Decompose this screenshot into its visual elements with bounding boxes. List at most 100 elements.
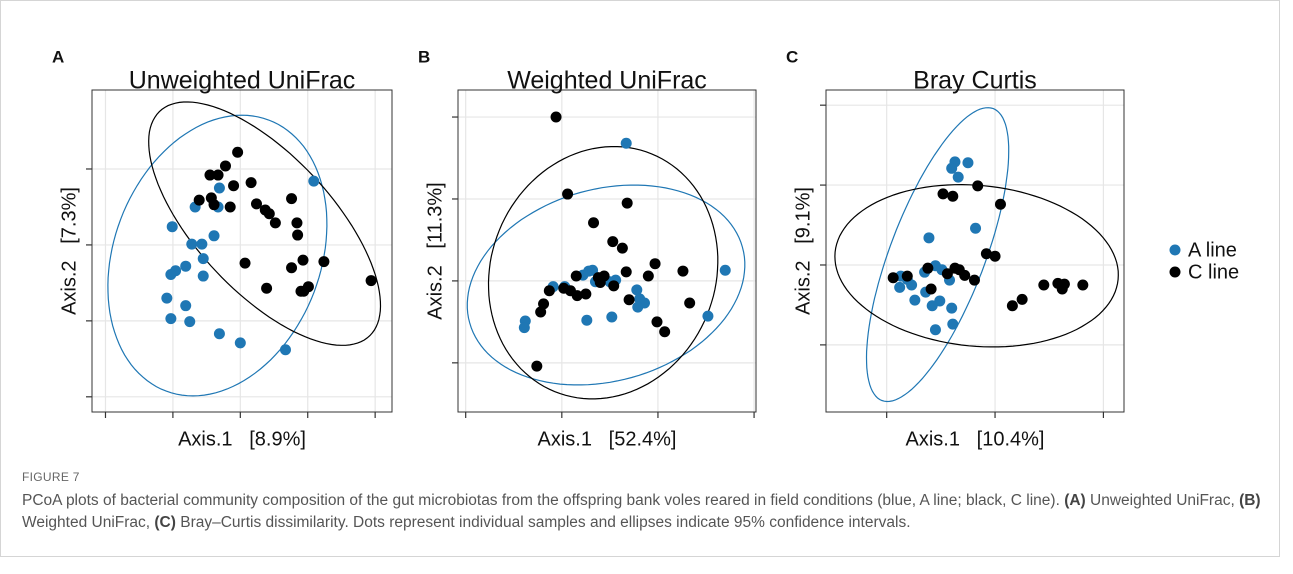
point bbox=[239, 257, 251, 269]
point bbox=[297, 254, 309, 266]
point bbox=[989, 250, 1001, 262]
point bbox=[193, 194, 205, 206]
point bbox=[184, 316, 196, 328]
caption-text: (C) bbox=[154, 514, 176, 531]
confidence-ellipse bbox=[865, 107, 1010, 403]
panel-label: B bbox=[418, 47, 430, 66]
point bbox=[165, 269, 177, 281]
point bbox=[980, 248, 992, 260]
point bbox=[365, 275, 377, 287]
point bbox=[219, 160, 231, 172]
point bbox=[946, 302, 958, 314]
plot-border bbox=[91, 89, 393, 413]
point bbox=[937, 188, 949, 200]
point bbox=[926, 300, 938, 312]
legend-marker bbox=[1169, 244, 1181, 256]
plot-border bbox=[457, 89, 757, 413]
plot-background bbox=[92, 90, 392, 412]
point bbox=[269, 217, 281, 229]
caption-text: (A) bbox=[1064, 492, 1086, 509]
caption-text: Bray–Curtis dissimilarity. Dots represen… bbox=[175, 514, 911, 531]
point bbox=[208, 230, 220, 242]
caption-text: Weighted UniFrac, bbox=[22, 514, 155, 531]
legend-marker bbox=[1169, 266, 1181, 278]
point bbox=[929, 324, 941, 336]
caption-text: Unweighted UniFrac, bbox=[1085, 492, 1240, 509]
point bbox=[887, 272, 899, 284]
point bbox=[234, 337, 246, 349]
point bbox=[968, 274, 980, 286]
panel-label: C bbox=[786, 47, 798, 66]
legend-label: A line bbox=[1188, 239, 1237, 261]
point bbox=[677, 265, 689, 277]
point bbox=[197, 270, 209, 282]
point bbox=[632, 301, 644, 313]
confidence-ellipse bbox=[834, 183, 1119, 348]
point bbox=[606, 311, 618, 323]
point bbox=[580, 288, 592, 300]
legend-label: C line bbox=[1188, 261, 1239, 283]
point bbox=[659, 326, 671, 338]
y-axis-label: Axis.2 [11.3%] bbox=[424, 182, 446, 319]
point bbox=[245, 177, 257, 189]
point bbox=[952, 171, 964, 183]
figure: A Unweighted UniFrac Axis.1 [8.9%] Axis.2 [… bbox=[52, 47, 1239, 450]
point bbox=[224, 201, 236, 213]
point bbox=[180, 300, 192, 312]
point bbox=[651, 316, 663, 328]
point bbox=[946, 162, 958, 174]
point bbox=[286, 193, 298, 205]
point bbox=[286, 262, 298, 274]
point bbox=[571, 290, 583, 302]
point bbox=[213, 182, 225, 194]
point bbox=[543, 285, 555, 297]
point bbox=[228, 180, 240, 192]
point bbox=[616, 242, 628, 254]
point bbox=[161, 292, 173, 304]
point bbox=[994, 198, 1006, 210]
confidence-ellipse bbox=[466, 184, 746, 386]
point bbox=[1016, 293, 1028, 305]
point bbox=[261, 282, 273, 294]
panel-label: A bbox=[52, 47, 64, 66]
point bbox=[570, 270, 582, 282]
x-axis-label: Axis.1 [52.4%] bbox=[538, 428, 677, 450]
x-axis-label: Axis.1 [8.9%] bbox=[178, 428, 306, 450]
point bbox=[947, 318, 959, 330]
point bbox=[308, 175, 320, 187]
point bbox=[186, 238, 198, 250]
point bbox=[279, 344, 291, 356]
figure-frame bbox=[0, 0, 1280, 557]
point bbox=[594, 277, 606, 289]
point bbox=[962, 157, 974, 169]
plot-background bbox=[826, 90, 1124, 412]
point bbox=[623, 294, 635, 306]
point bbox=[684, 297, 696, 309]
point bbox=[212, 169, 224, 181]
point bbox=[1006, 300, 1018, 312]
point bbox=[621, 197, 633, 209]
point bbox=[909, 294, 921, 306]
point bbox=[587, 264, 599, 276]
point bbox=[923, 232, 935, 244]
point bbox=[213, 328, 225, 340]
point bbox=[232, 146, 244, 158]
point bbox=[263, 208, 275, 220]
point bbox=[1056, 283, 1068, 295]
caption-text: PCoA plots of bacterial community compos… bbox=[22, 492, 1065, 509]
x-axis-label: Axis.1 [10.4%] bbox=[906, 428, 1045, 450]
point bbox=[649, 258, 661, 270]
confidence-ellipse bbox=[148, 101, 382, 346]
point bbox=[970, 222, 982, 234]
plot-background bbox=[458, 90, 756, 412]
point bbox=[702, 310, 714, 322]
point bbox=[719, 264, 731, 276]
y-axis-label: Axis.2 [9.1%] bbox=[792, 187, 814, 315]
point bbox=[531, 360, 543, 372]
point bbox=[208, 199, 220, 211]
point bbox=[581, 314, 593, 326]
point bbox=[607, 236, 619, 248]
point bbox=[250, 198, 262, 210]
caption-text: (B) bbox=[1239, 492, 1261, 509]
